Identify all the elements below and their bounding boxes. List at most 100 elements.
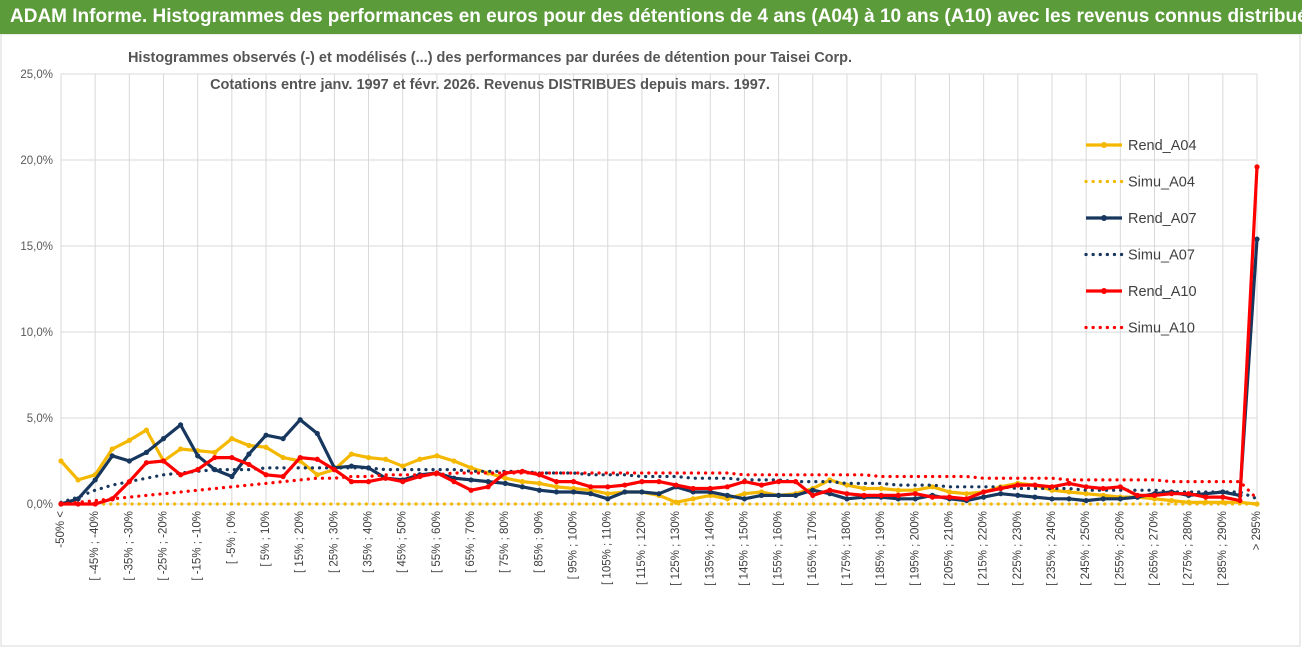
x-tick-label: [ 105% ; 110% xyxy=(602,511,614,585)
data-point xyxy=(263,472,269,478)
data-point xyxy=(502,480,508,486)
x-tick-label: [ 45% ; 50% xyxy=(397,511,409,573)
data-point xyxy=(758,492,765,498)
data-point xyxy=(1117,484,1123,490)
data-point xyxy=(981,494,987,500)
x-tick-label: [ 95% ; 100% xyxy=(568,511,580,579)
data-point xyxy=(536,487,543,493)
data-point xyxy=(724,484,730,490)
data-point xyxy=(1083,497,1089,504)
x-tick-label: [ 195% ; 200% xyxy=(909,511,921,586)
series-simu-a07 xyxy=(59,466,1259,504)
data-point xyxy=(1151,492,1158,498)
chart-title-line2: Cotations entre janv. 1997 et févr. 2026… xyxy=(210,77,770,93)
data-point xyxy=(656,491,662,497)
data-point xyxy=(126,437,132,443)
x-tick-label: [ 275% ; 280% xyxy=(1183,511,1195,586)
data-point xyxy=(1100,496,1106,502)
data-point xyxy=(622,482,628,488)
data-point xyxy=(1032,482,1038,488)
legend-entry: Simu_A10 xyxy=(1084,321,1195,337)
legend-label: Simu_A10 xyxy=(1128,321,1195,337)
data-point xyxy=(160,436,167,442)
data-point xyxy=(588,491,594,497)
data-point xyxy=(1220,494,1226,500)
x-tick-label: [ 115% ; 120% xyxy=(636,511,648,585)
data-point xyxy=(178,446,184,452)
data-point xyxy=(75,496,81,502)
data-point xyxy=(981,489,987,495)
chart-title-line1: Histogrammes observés (-) et modélisés (… xyxy=(127,50,853,66)
data-point xyxy=(383,456,389,462)
data-point xyxy=(485,484,491,490)
data-point xyxy=(793,479,799,485)
data-point xyxy=(724,492,730,498)
data-point xyxy=(553,489,560,495)
x-tick-label: [ 75% ; 80% xyxy=(499,511,511,573)
data-point xyxy=(280,454,286,461)
legend-entry: Simu_A04 xyxy=(1084,175,1195,191)
data-point xyxy=(810,487,816,493)
data-point xyxy=(605,484,611,490)
data-point xyxy=(246,442,252,449)
x-tick-label: [ 85% ; 90% xyxy=(533,511,545,573)
data-point xyxy=(451,458,457,464)
data-point xyxy=(58,458,64,464)
data-point xyxy=(178,422,184,428)
data-point xyxy=(1254,164,1260,170)
x-tick-label: [ 255% ; 260% xyxy=(1114,511,1126,586)
legend-marker xyxy=(1101,288,1107,294)
data-point xyxy=(639,479,645,485)
data-point xyxy=(605,496,611,502)
data-point xyxy=(605,491,611,497)
data-point xyxy=(827,487,833,493)
data-point xyxy=(365,479,372,485)
data-point xyxy=(758,482,765,488)
y-tick-label: 10,0% xyxy=(20,327,53,339)
data-point xyxy=(1049,496,1055,502)
data-point xyxy=(297,417,303,423)
data-point xyxy=(263,444,269,450)
x-tick-label: [ 285% ; 290% xyxy=(1217,511,1229,586)
data-point xyxy=(998,485,1004,492)
x-tick-label: [ 175% ; 180% xyxy=(841,511,853,586)
legend-label: Rend_A10 xyxy=(1128,284,1197,300)
data-point xyxy=(263,432,269,438)
series-simu-a10 xyxy=(59,471,1259,506)
data-point xyxy=(451,479,457,485)
data-point xyxy=(92,477,98,483)
data-point xyxy=(1168,491,1175,497)
report-banner-title: ADAM Informe. Histogrammes des performan… xyxy=(0,0,1302,34)
x-tick-label: > 295% xyxy=(1251,511,1263,550)
data-point xyxy=(878,492,884,498)
legend-entry: Simu_A07 xyxy=(1084,248,1195,264)
data-point xyxy=(143,460,150,466)
chart-border xyxy=(0,34,1301,647)
data-point xyxy=(776,492,782,498)
data-point xyxy=(1083,491,1089,497)
data-point xyxy=(639,489,645,495)
data-point xyxy=(92,501,98,507)
data-point xyxy=(1066,489,1072,495)
data-point xyxy=(109,453,115,459)
data-point xyxy=(912,491,918,497)
x-tick-label: [ 15% ; 20% xyxy=(294,511,306,573)
data-point xyxy=(314,472,320,478)
data-point xyxy=(741,479,748,485)
data-point xyxy=(570,489,577,495)
data-point xyxy=(1015,492,1021,498)
data-point xyxy=(109,446,115,452)
data-point xyxy=(229,454,235,461)
data-point xyxy=(536,472,543,478)
data-point xyxy=(297,454,303,461)
x-tick-label: [ -35% ; -30% xyxy=(123,511,135,581)
data-point xyxy=(75,477,81,483)
data-point xyxy=(690,496,696,502)
data-point xyxy=(707,485,713,492)
data-point xyxy=(126,479,132,485)
data-point xyxy=(553,479,560,485)
data-point xyxy=(895,492,901,498)
x-tick-label: [ 245% ; 250% xyxy=(1080,511,1092,586)
data-point xyxy=(741,496,748,502)
x-tick-label: [ 265% ; 270% xyxy=(1148,511,1160,586)
